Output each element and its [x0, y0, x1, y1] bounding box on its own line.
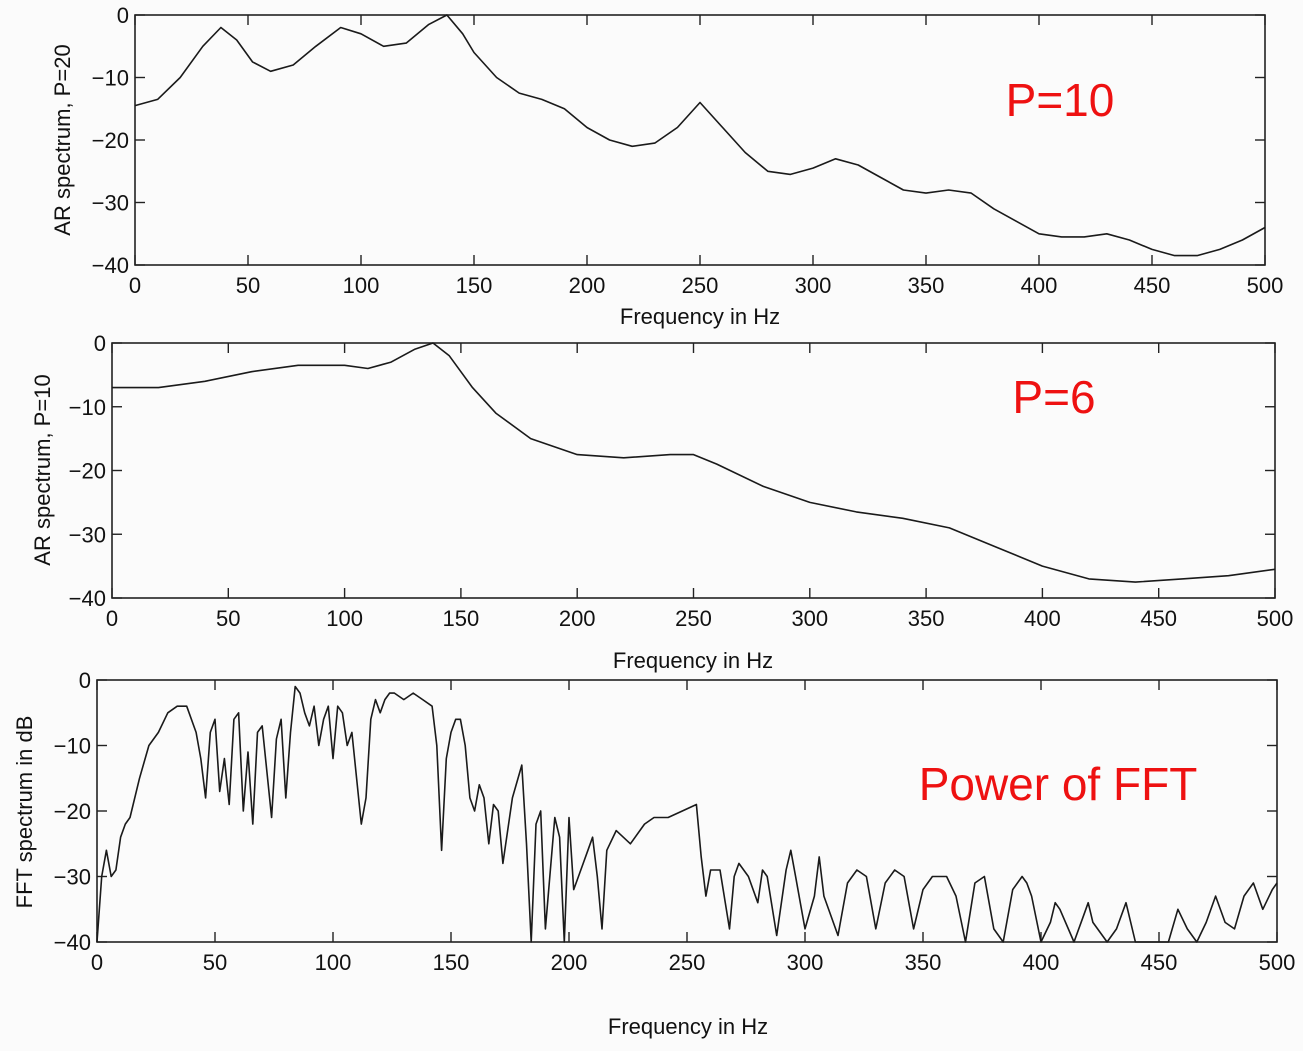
y-tick-label: −40	[92, 253, 129, 278]
x-tick-label: 50	[203, 950, 227, 975]
y-tick-label: −20	[69, 459, 106, 484]
x-tick-label: 100	[315, 950, 352, 975]
x-tick-label: 200	[551, 950, 588, 975]
series-line	[112, 342, 1276, 583]
x-tick-label: 200	[559, 606, 596, 631]
tick-label-group: 0 50 100 150 200 250 300 350 400 450 500 0 −10 −20 −30…	[54, 668, 1296, 975]
x-tick-label: 300	[791, 606, 828, 631]
tick-group	[111, 342, 1276, 599]
y-axis-label: AR spectrum, P=20	[50, 44, 75, 235]
y-tick-label: −30	[54, 865, 91, 890]
x-tick-label: 450	[1134, 273, 1171, 298]
tick-group	[134, 14, 1266, 266]
y-tick-label: −10	[69, 395, 106, 420]
x-tick-label: 100	[326, 606, 363, 631]
y-tick-label: −20	[92, 128, 129, 153]
x-tick-label: 0	[129, 273, 141, 298]
x-tick-label: 500	[1247, 273, 1284, 298]
x-tick-label: 50	[216, 606, 240, 631]
y-tick-label: 0	[117, 3, 129, 28]
x-tick-label: 500	[1259, 950, 1296, 975]
tick-label-group: 0 50 100 150 200 250 300 350 400 450 500 0 −10 −20 −30…	[69, 331, 1294, 631]
x-tick-label: 300	[795, 273, 832, 298]
x-tick-label: 150	[456, 273, 493, 298]
plot-frame	[134, 14, 1266, 266]
y-tick-label: −40	[69, 586, 106, 611]
x-tick-label: 400	[1021, 273, 1058, 298]
series-line	[134, 14, 1266, 257]
plot-frame	[111, 342, 1276, 599]
series-group	[112, 342, 1276, 583]
series-line	[96, 685, 1278, 943]
x-tick-label: 450	[1140, 606, 1177, 631]
x-tick-label: 50	[236, 273, 260, 298]
x-tick-label: 450	[1141, 950, 1178, 975]
x-tick-label: 200	[569, 273, 606, 298]
x-tick-label: 150	[433, 950, 470, 975]
x-axis-label: Frequency in Hz	[608, 1014, 768, 1039]
panel-ar-p10: 0 50 100 150 200 250 300 350 400 450 500 0 −10 −20 −30…	[30, 331, 1293, 673]
x-tick-label: 250	[675, 606, 712, 631]
series-group	[134, 14, 1266, 257]
y-tick-label: −20	[54, 799, 91, 824]
x-tick-label: 250	[669, 950, 706, 975]
x-tick-label: 500	[1257, 606, 1294, 631]
series-group	[96, 685, 1278, 943]
x-axis-label: Frequency in Hz	[620, 304, 780, 329]
x-tick-label: 300	[787, 950, 824, 975]
panel-ar-p20: 0 50 100 150 200 250 300 350 400 450 500 0 −10 −20 −30…	[50, 3, 1283, 329]
y-tick-label: 0	[94, 331, 106, 356]
tick-group	[96, 679, 1278, 943]
y-tick-label: −40	[54, 930, 91, 955]
x-tick-label: 400	[1023, 950, 1060, 975]
annotation-p6: P=6	[1012, 371, 1095, 423]
x-axis-label: Frequency in Hz	[613, 648, 773, 673]
panel-fft: 0 50 100 150 200 250 300 350 400 450 500 0 −10 −20 −30…	[12, 668, 1295, 1039]
y-tick-label: −30	[92, 191, 129, 216]
x-tick-label: 0	[106, 606, 118, 631]
y-tick-label: −30	[69, 522, 106, 547]
y-axis-label: FFT spectrum in dB	[12, 716, 37, 909]
x-tick-label: 250	[682, 273, 719, 298]
plot-frame	[96, 679, 1278, 943]
x-tick-label: 400	[1024, 606, 1061, 631]
x-tick-label: 350	[908, 273, 945, 298]
annotation-p10: P=10	[1006, 74, 1115, 126]
tick-label-group: 0 50 100 150 200 250 300 350 400 450 500 0 −10 −20 −30…	[92, 3, 1284, 298]
y-tick-label: −10	[54, 734, 91, 759]
x-tick-label: 350	[908, 606, 945, 631]
y-tick-label: 0	[79, 668, 91, 693]
x-tick-label: 0	[91, 950, 103, 975]
x-tick-label: 350	[905, 950, 942, 975]
x-tick-label: 150	[443, 606, 480, 631]
x-tick-label: 100	[343, 273, 380, 298]
y-axis-label: AR spectrum, P=10	[30, 374, 55, 565]
annotation-power-of-fft: Power of FFT	[919, 758, 1198, 810]
y-tick-label: −10	[92, 66, 129, 91]
